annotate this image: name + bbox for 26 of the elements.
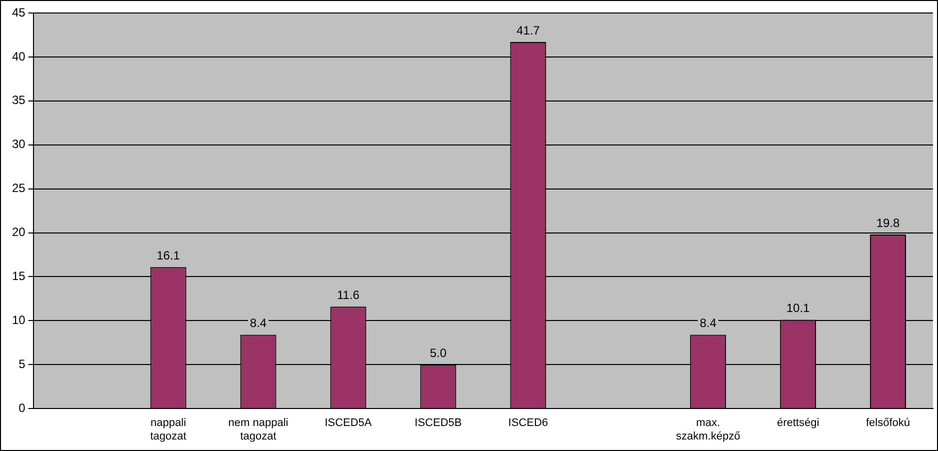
data-label: 5.0 — [430, 346, 447, 360]
y-tick-label: 10 — [12, 313, 26, 327]
data-label: 10.1 — [786, 301, 810, 316]
x-tick-label: nappali tagozat — [150, 417, 186, 442]
data-label: 16.1 — [156, 248, 180, 262]
y-tick-label: 30 — [12, 137, 26, 152]
x-tick-label: max. szakm.képző — [676, 417, 740, 442]
data-label: 8.4 — [700, 316, 717, 330]
x-tick-label: felsőfokú — [866, 417, 910, 430]
data-label: 19.8 — [876, 216, 900, 230]
data-label: 8.4 — [250, 316, 267, 330]
x-tick-label: nem nappali tagozat — [228, 417, 288, 442]
y-tick-label: 0 — [18, 400, 26, 415]
y-tick-label: 20 — [12, 225, 26, 240]
y-tick-label: 45 — [12, 5, 26, 20]
x-tick-label: érettségi — [776, 417, 820, 430]
x-tick-label: ISCED5A — [324, 417, 372, 430]
y-tick-label: 40 — [12, 49, 26, 64]
data-label: 41.7 — [516, 23, 540, 38]
data-label: 11.6 — [336, 288, 360, 302]
y-tick-label: 5 — [18, 356, 26, 371]
y-tick-label: 15 — [12, 269, 26, 284]
x-tick-label: ISCED6 — [508, 417, 548, 430]
x-tick-label: ISCED5B — [414, 417, 462, 430]
y-tick-label: 25 — [12, 181, 26, 196]
y-tick-label: 35 — [12, 93, 26, 108]
